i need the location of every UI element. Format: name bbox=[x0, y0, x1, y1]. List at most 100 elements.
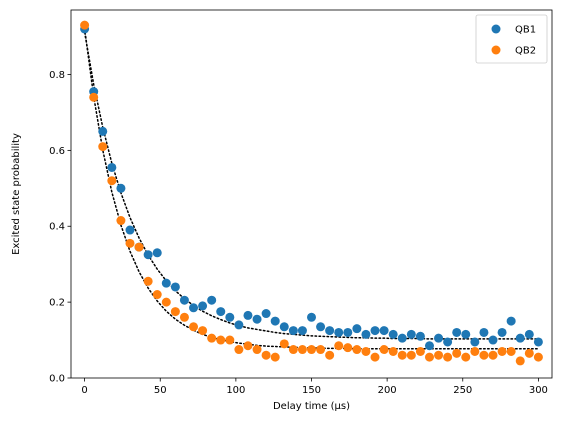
point-qb2 bbox=[225, 335, 235, 345]
point-qb1 bbox=[506, 316, 516, 326]
point-qb2 bbox=[370, 352, 380, 362]
point-qb1 bbox=[297, 326, 307, 336]
point-qb2 bbox=[325, 350, 335, 360]
point-qb2 bbox=[161, 297, 171, 307]
point-qb1 bbox=[443, 337, 453, 347]
x-tick-label: 150 bbox=[302, 385, 321, 396]
point-qb2 bbox=[198, 326, 208, 336]
point-qb2 bbox=[470, 346, 480, 356]
point-qb1 bbox=[107, 162, 117, 172]
point-qb2 bbox=[207, 333, 217, 343]
point-qb1 bbox=[434, 333, 444, 343]
x-tick-label: 0 bbox=[81, 385, 87, 396]
point-qb2 bbox=[461, 352, 471, 362]
legend-marker-qb2 bbox=[491, 45, 501, 55]
point-qb1 bbox=[343, 327, 353, 337]
point-qb2 bbox=[524, 348, 534, 358]
point-qb2 bbox=[506, 346, 516, 356]
x-tick-label: 200 bbox=[378, 385, 397, 396]
point-qb1 bbox=[397, 333, 407, 343]
point-qb2 bbox=[452, 348, 462, 358]
point-qb2 bbox=[316, 345, 326, 355]
point-qb1 bbox=[116, 183, 126, 193]
point-qb1 bbox=[406, 329, 416, 339]
legend-box bbox=[475, 14, 548, 64]
x-tick-label: 250 bbox=[453, 385, 472, 396]
point-qb2 bbox=[125, 238, 135, 248]
point-qb1 bbox=[152, 248, 162, 258]
point-qb2 bbox=[216, 335, 226, 345]
point-qb1 bbox=[415, 331, 425, 341]
point-qb1 bbox=[452, 327, 462, 337]
point-qb1 bbox=[243, 310, 253, 320]
point-qb2 bbox=[152, 290, 162, 300]
y-tick-label: 0.0 bbox=[49, 374, 65, 385]
point-qb1 bbox=[524, 329, 534, 339]
point-qb2 bbox=[261, 350, 271, 360]
point-qb2 bbox=[415, 346, 425, 356]
point-qb2 bbox=[397, 350, 407, 360]
point-qb1 bbox=[370, 326, 380, 336]
point-qb2 bbox=[179, 312, 189, 322]
point-qb1 bbox=[388, 329, 398, 339]
legend-label-qb2: QB2 bbox=[515, 46, 536, 57]
point-qb1 bbox=[189, 303, 199, 313]
point-qb2 bbox=[443, 352, 453, 362]
point-qb2 bbox=[107, 176, 117, 186]
y-tick-label: 0.6 bbox=[49, 146, 65, 157]
point-qb2 bbox=[424, 352, 434, 362]
y-axis-label: Excited state probability bbox=[11, 133, 22, 255]
x-tick-label: 100 bbox=[226, 385, 245, 396]
point-qb2 bbox=[189, 322, 199, 332]
y-tick-label: 0.4 bbox=[49, 222, 65, 233]
point-qb2 bbox=[352, 345, 362, 355]
x-axis-ticks: 0 50 100 150 200 250 300 bbox=[81, 378, 548, 396]
point-qb1 bbox=[179, 295, 189, 305]
fit-curve-qb1 bbox=[83, 31, 540, 340]
legend-marker-qb1 bbox=[491, 24, 501, 34]
point-qb2 bbox=[361, 346, 371, 356]
point-qb1 bbox=[352, 324, 362, 334]
point-qb1 bbox=[261, 309, 271, 319]
point-qb2 bbox=[434, 350, 444, 360]
point-qb1 bbox=[216, 307, 226, 317]
point-qb1 bbox=[225, 312, 235, 322]
point-qb2 bbox=[89, 92, 99, 102]
point-qb1 bbox=[234, 320, 244, 330]
x-tick-label: 50 bbox=[154, 385, 167, 396]
x-tick-label: 300 bbox=[529, 385, 548, 396]
point-qb2 bbox=[479, 350, 489, 360]
point-qb2 bbox=[297, 345, 307, 355]
point-qb1 bbox=[161, 278, 171, 288]
point-qb1 bbox=[461, 329, 471, 339]
point-qb2 bbox=[252, 345, 262, 355]
point-qb2 bbox=[343, 343, 353, 353]
point-qb1 bbox=[334, 327, 344, 337]
series-qb2 bbox=[80, 20, 543, 366]
point-qb1 bbox=[325, 326, 335, 336]
point-qb1 bbox=[279, 322, 289, 332]
point-qb2 bbox=[533, 352, 543, 362]
point-qb1 bbox=[252, 314, 262, 324]
point-qb2 bbox=[515, 356, 525, 366]
point-qb1 bbox=[424, 341, 434, 351]
point-qb2 bbox=[379, 345, 389, 355]
y-tick-label: 0.2 bbox=[49, 298, 65, 309]
point-qb1 bbox=[207, 295, 217, 305]
point-qb2 bbox=[279, 339, 289, 349]
point-qb2 bbox=[497, 346, 507, 356]
point-qb1 bbox=[379, 326, 389, 336]
point-qb1 bbox=[479, 327, 489, 337]
point-qb2 bbox=[170, 307, 180, 317]
point-qb1 bbox=[470, 337, 480, 347]
legend-label-qb1: QB1 bbox=[515, 25, 536, 36]
legend: QB1 QB2 bbox=[475, 14, 548, 64]
point-qb2 bbox=[98, 142, 108, 152]
point-qb1 bbox=[497, 327, 507, 337]
point-qb2 bbox=[488, 350, 498, 360]
point-qb1 bbox=[515, 333, 525, 343]
data-points bbox=[80, 20, 543, 366]
point-qb1 bbox=[488, 335, 498, 345]
point-qb1 bbox=[361, 329, 371, 339]
